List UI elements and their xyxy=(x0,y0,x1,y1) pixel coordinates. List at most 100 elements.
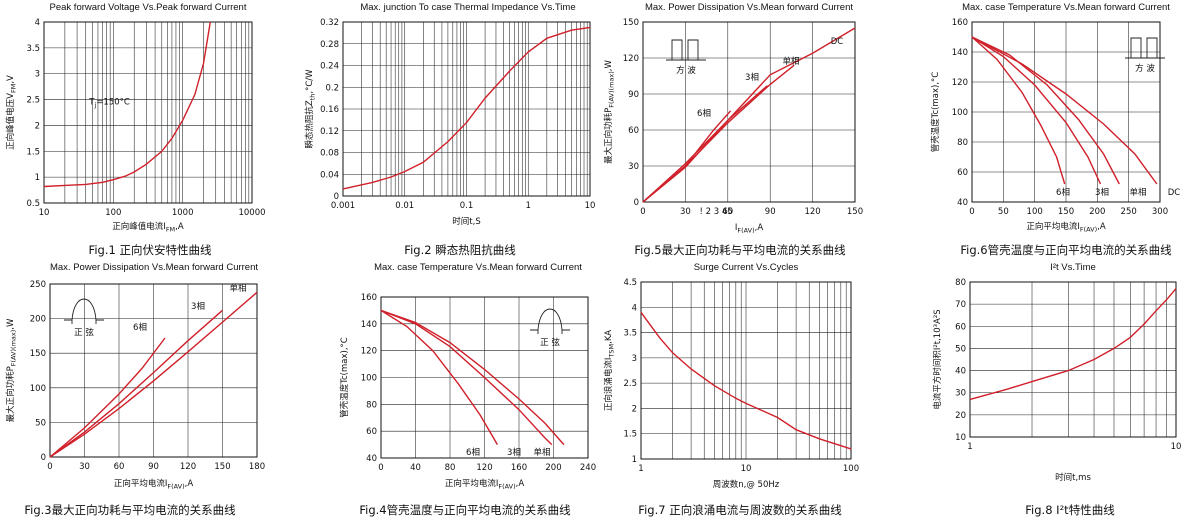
x-tick-label: 150 xyxy=(1058,207,1074,217)
series-line-6相 xyxy=(49,337,166,458)
y-tick-label: 160 xyxy=(952,18,968,28)
y-tick-label: 80 xyxy=(957,138,968,148)
series-line xyxy=(640,311,852,450)
series-line-DC xyxy=(971,36,1158,185)
chart-title: Max. case Temperature Vs.Mean forward Cu… xyxy=(962,2,1170,13)
series-label: DC xyxy=(1168,188,1181,198)
annotation-label: Tj=150°C xyxy=(88,98,130,110)
series-line-单相 xyxy=(971,36,1120,185)
x-tick-label: 10 xyxy=(585,201,596,211)
y-tick-label: 1 xyxy=(35,173,40,183)
series-label: 3相 xyxy=(1095,187,1109,198)
y-tick-label: 3.5 xyxy=(623,329,637,339)
series-label: 3相 xyxy=(507,447,521,458)
x-tick-label: 100 xyxy=(1027,207,1043,217)
series-label: 单相 xyxy=(229,283,246,294)
x-tick-label: 0 xyxy=(378,463,383,473)
y-tick-label: 90 xyxy=(628,90,639,100)
plot-frame xyxy=(43,21,253,204)
y-tick-label: 160 xyxy=(361,293,377,303)
series-line xyxy=(43,21,211,188)
x-tick-label: 0.001 xyxy=(331,201,355,211)
figure-caption: Fig.1 正向伏安特性曲线 xyxy=(89,243,212,257)
x-tick-label: 90 xyxy=(765,207,776,217)
x-tick-label: 150 xyxy=(847,207,863,217)
series-line-DC xyxy=(642,27,856,203)
y-tick-label: 60 xyxy=(628,126,639,136)
x-tick-label: 120 xyxy=(180,462,196,472)
y-tick-label: 0 xyxy=(634,198,639,208)
x-axis-label: 时间t,ms xyxy=(1055,472,1091,483)
y-tick-label: 30 xyxy=(955,389,966,399)
y-tick-label: 0 xyxy=(334,192,339,202)
y-tick-label: 10 xyxy=(955,433,966,443)
series-label: 单相 xyxy=(533,447,550,458)
chart-title: Peak forward Voltage Vs.Peak forward Cur… xyxy=(50,2,247,13)
x-tick-label: 200 xyxy=(545,463,561,473)
x-tick-label: 80 xyxy=(445,463,456,473)
x-tick-label: 10 xyxy=(1171,442,1182,452)
y-axis-label: 管壳温度Tc(max),°C xyxy=(339,337,350,418)
y-tick-label: 0.16 xyxy=(320,105,339,115)
series-line-3相 xyxy=(971,36,1102,185)
chart-svg-fig3: Max. Power Dissipation Vs.Mean forward C… xyxy=(5,262,265,517)
y-tick-label: 100 xyxy=(361,374,377,384)
x-axis-label: 周波数n,@ 50Hz xyxy=(713,479,780,490)
chart-panel-fig8: I²t Vs.Time 1 10 10 20 30 40 50 60 70 80 时间t,ms 电流平方… xyxy=(900,260,1200,520)
y-tick-label: 50 xyxy=(35,418,46,428)
series-line-单相 xyxy=(380,309,565,446)
x-tick-label: 40 xyxy=(410,463,421,473)
grid-lines xyxy=(971,21,1161,203)
square-wave-icon xyxy=(1125,37,1165,59)
y-tick-label: 2.5 xyxy=(26,96,40,106)
plot-frame xyxy=(971,21,1161,203)
y-axis-label: 瞬态热阻抗Zth,°C/W xyxy=(304,69,317,149)
chart-svg-fig7: Surge Current Vs.Cycles 1 10 100 1 1.5 2 2.5 3 3.… xyxy=(603,262,859,517)
plot-frame xyxy=(342,21,591,197)
chart-panel-fig5: Max. Power Dissipation Vs.Mean forward C… xyxy=(600,0,900,260)
x-tick-label: 0 xyxy=(640,207,645,217)
y-tick-label: 0.08 xyxy=(320,149,339,159)
y-tick-label: 40 xyxy=(955,367,966,377)
plot-frame xyxy=(969,281,1177,438)
x-axis-label: 正向平均电流IF(AV),A xyxy=(1026,221,1106,234)
y-tick-label: 1 xyxy=(632,455,637,465)
y-axis-label: 最大正向功耗PF(AV)(max),W xyxy=(603,60,616,164)
series-label: 6相 xyxy=(466,447,480,458)
series-label: 6相 xyxy=(1056,187,1070,198)
y-tick-label: 70 xyxy=(955,300,966,310)
square-wave-icon xyxy=(666,39,706,61)
series-line-6相 xyxy=(971,36,1066,185)
y-tick-label: 60 xyxy=(366,427,377,437)
half-sine-icon xyxy=(530,308,570,334)
y-tick-label: 80 xyxy=(366,400,377,410)
x-tick-label: 0.01 xyxy=(395,201,414,211)
y-tick-label: 200 xyxy=(30,315,46,325)
y-tick-label: 0.28 xyxy=(320,40,339,50)
x-tick-label: 1 xyxy=(638,464,643,474)
y-tick-label: 40 xyxy=(957,198,968,208)
y-tick-label: 0.2 xyxy=(325,83,339,93)
y-tick-label: 3 xyxy=(632,354,637,364)
plot-frame xyxy=(380,296,589,459)
series-label: 6相 xyxy=(133,322,147,333)
series-line-6相 xyxy=(642,110,732,203)
grid-lines xyxy=(640,281,852,460)
series-line xyxy=(969,288,1177,401)
y-tick-label: 20 xyxy=(955,411,966,421)
y-tick-label: 3 xyxy=(35,70,40,80)
y-tick-label: 0.04 xyxy=(320,170,339,180)
chart-panel-fig3: Max. Power Dissipation Vs.Mean forward C… xyxy=(0,260,300,520)
y-tick-label: 1.5 xyxy=(26,147,40,157)
y-tick-label: 80 xyxy=(955,278,966,288)
figure-caption: Fig.4管壳温度与正向平均电流的关系曲线 xyxy=(359,503,571,517)
x-tick-label: 0.1 xyxy=(460,201,474,211)
x-tick-label: 10000 xyxy=(238,208,265,218)
chart-svg-fig1: Peak forward Voltage Vs.Peak forward Cur… xyxy=(5,2,266,257)
x-tick-label: 160 xyxy=(511,463,527,473)
y-tick-label: 60 xyxy=(957,168,968,178)
half-sine-icon xyxy=(64,298,104,324)
y-tick-label: 120 xyxy=(623,54,639,64)
x-tick-label: 30 xyxy=(79,462,90,472)
